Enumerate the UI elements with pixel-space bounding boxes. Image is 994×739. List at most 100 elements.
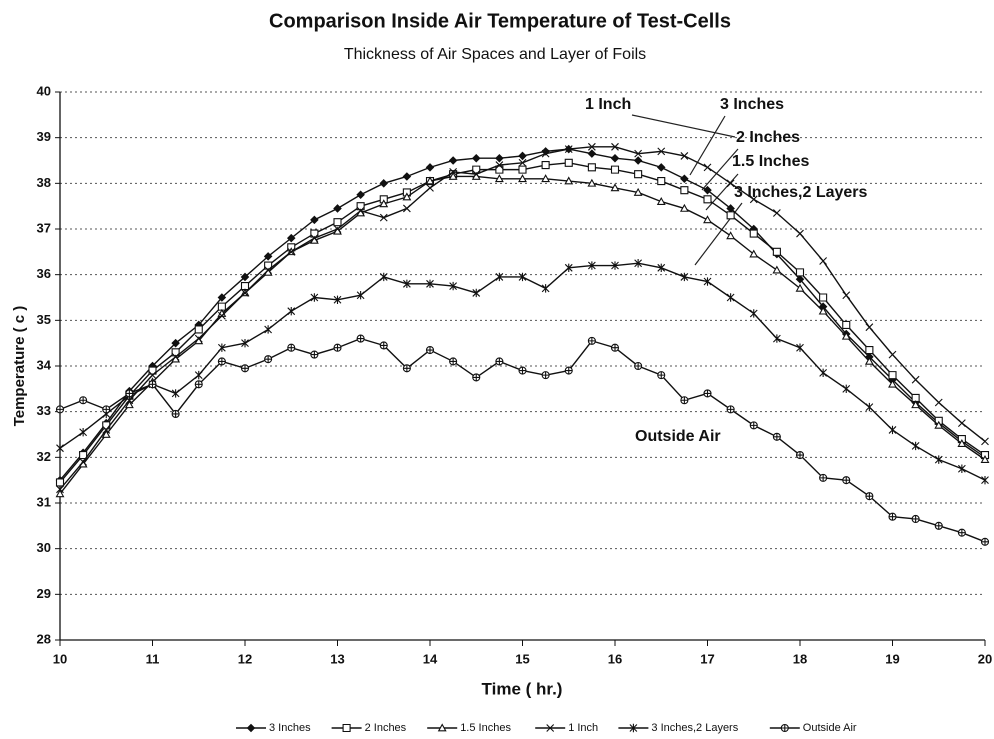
data-point [587,178,597,187]
data-point [842,291,851,300]
data-point [194,370,203,380]
leader-line [689,115,726,176]
x-tick-label: 19 [885,651,899,666]
y-tick-label: 38 [37,175,51,190]
data-point [287,307,296,316]
data-point [703,163,712,172]
data-point [263,252,273,261]
annotation: 3 Inches [720,96,784,113]
data-point [472,170,481,179]
y-tick-label: 32 [37,449,51,464]
data-point [287,343,296,352]
data-point [772,334,781,343]
data-point [356,334,365,343]
data-point [310,215,319,225]
data-point [494,174,504,183]
leader-line [631,114,736,138]
data-point [634,361,643,371]
y-tick-label: 34 [37,357,52,372]
data-point [657,263,666,273]
data-point [333,204,342,213]
data-point [194,334,203,343]
data-point [171,389,180,398]
y-tick-label: 37 [37,220,51,235]
data-point [564,176,574,185]
data-point [980,454,990,463]
data-point [888,379,897,388]
data-point [911,400,921,409]
data-point [449,168,458,176]
data-point [495,272,504,282]
data-point [55,478,65,487]
data-point [865,323,874,332]
data-point [680,272,689,282]
data-point [102,426,111,434]
data-point [217,293,227,302]
data-point [703,389,712,398]
data-point [657,177,666,186]
data-point [518,174,527,183]
data-point [934,398,943,407]
legend-marker [437,723,447,732]
data-point [865,402,874,412]
data-point [518,272,527,282]
y-tick-label: 31 [37,494,51,509]
data-point [541,161,550,170]
data-point [79,428,88,437]
data-point [679,203,689,212]
data-point [934,420,944,429]
data-point [957,439,967,447]
data-point [888,371,897,380]
y-tick-label: 29 [37,586,51,601]
data-point [240,272,250,282]
data-point [865,492,874,501]
data-point [749,421,758,430]
data-point [286,233,296,243]
x-tick-label: 13 [330,651,344,666]
data-point [656,163,666,172]
data-point [79,396,88,405]
data-point [333,295,342,304]
data-point [934,521,943,530]
data-point [402,204,411,213]
data-point [842,320,851,329]
data-point [402,364,411,373]
data-point [888,350,897,359]
y-tick-label: 35 [37,312,51,327]
x-tick-label: 10 [53,651,67,666]
data-point [379,272,388,282]
data-point [495,161,504,169]
data-point [241,289,249,297]
y-axis-label: Temperature ( c ) [11,306,28,427]
data-point [703,195,712,204]
data-point [981,475,989,485]
data-point [957,528,966,537]
data-point [518,165,527,174]
y-tick-label: 36 [37,266,51,281]
data-point [564,145,573,153]
data-point [564,366,573,375]
y-tick-label: 39 [37,129,51,144]
x-tick-label: 14 [423,651,438,666]
data-point [541,284,550,293]
data-point [55,489,65,498]
data-point [657,147,666,156]
legend-marker [246,723,256,733]
data-point [610,183,620,192]
data-point [842,384,851,394]
data-point [587,261,596,270]
data-point [749,195,758,204]
annotation: 2 Inches [736,129,800,146]
data-point [610,153,620,163]
leader-line [705,173,739,211]
data-point [819,368,828,378]
y-tick-label: 28 [37,631,51,646]
leader-line [701,148,739,191]
legend-marker [342,723,351,733]
data-point [217,357,226,366]
y-tick-label: 30 [37,540,51,555]
data-point [541,149,550,158]
data-point [680,174,689,184]
data-point [264,325,273,334]
